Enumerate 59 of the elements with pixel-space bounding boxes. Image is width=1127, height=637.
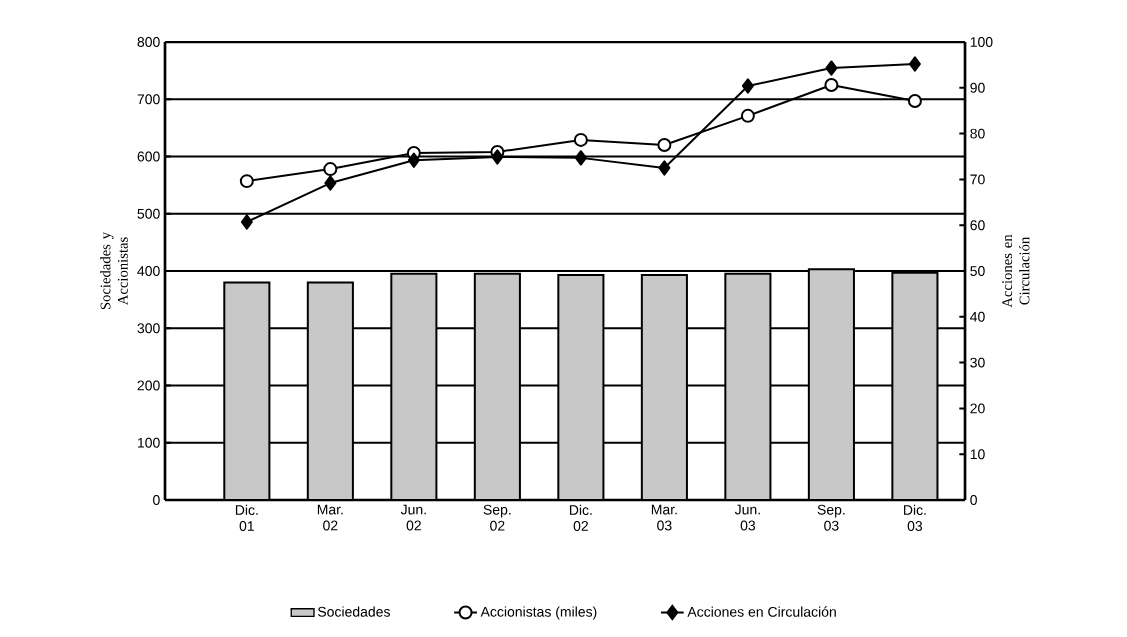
y-tick-label: 0 — [153, 495, 160, 505]
point — [491, 149, 504, 165]
point — [240, 214, 253, 230]
bar — [223, 281, 271, 500]
bar — [640, 274, 688, 500]
y-tick-label: 700 — [137, 94, 160, 105]
bar — [473, 272, 521, 500]
y2-tick-label: 10 — [970, 449, 985, 460]
y2-tick-label: 60 — [970, 220, 985, 231]
legend-label: Acciones en Circulación — [687, 606, 836, 617]
x-tick-label: Mar. 03 — [651, 504, 677, 531]
y-tick-label: 800 — [137, 37, 160, 47]
y-tick-label: 300 — [137, 323, 160, 334]
x-tick-label: Dic. 03 — [904, 504, 926, 531]
point — [407, 152, 420, 168]
point — [741, 78, 754, 94]
y2-tick-label: 20 — [970, 403, 985, 414]
point — [324, 175, 337, 191]
y2-tick-label: 50 — [970, 266, 985, 276]
point — [574, 150, 587, 166]
bar — [390, 272, 438, 500]
bar — [891, 271, 939, 500]
point — [825, 60, 838, 76]
y2-tick-label: 70 — [970, 174, 985, 185]
y-tick-label: 400 — [137, 266, 160, 276]
x-tick-label: Dic. 01 — [235, 504, 258, 531]
y-axis-title: Sociedades y Accionistas — [100, 231, 128, 310]
y2-tick-label: 90 — [970, 82, 985, 93]
y2-axis-title: Acciones en Circulación — [1002, 234, 1030, 308]
point — [908, 56, 921, 72]
point — [323, 162, 338, 177]
y2-tick-label: 40 — [970, 311, 985, 322]
bar — [807, 268, 855, 500]
y-tick-label: 500 — [137, 208, 160, 219]
point — [907, 93, 922, 108]
y2-tick-label: 80 — [970, 128, 985, 139]
bar — [306, 281, 354, 500]
point — [573, 132, 588, 147]
y2-tick-label: 30 — [970, 357, 985, 368]
point — [657, 138, 672, 153]
y-tick-label: 600 — [137, 151, 160, 162]
bar — [557, 274, 605, 500]
legend-label: Accionistas (miles) — [480, 606, 597, 620]
x-tick-label: Sep. 03 — [817, 504, 845, 531]
point — [824, 77, 839, 92]
y-tick-label: 100 — [138, 437, 160, 448]
y-tick-label: 200 — [137, 380, 160, 391]
x-tick-label: Jun. 03 — [734, 504, 760, 531]
x-tick-label: Dic. 02 — [569, 504, 592, 531]
point — [740, 108, 755, 123]
y2-tick-label: 0 — [970, 495, 977, 505]
point — [239, 174, 254, 189]
y2-tick-label: 100 — [970, 37, 993, 47]
x-tick-label: Sep. 02 — [483, 504, 511, 531]
legend-label: Sociedades — [317, 606, 390, 617]
bar — [724, 272, 772, 500]
x-tick-label: Mar. 02 — [317, 504, 343, 531]
x-tick-label: Jun. 02 — [400, 504, 426, 531]
point — [658, 160, 671, 176]
